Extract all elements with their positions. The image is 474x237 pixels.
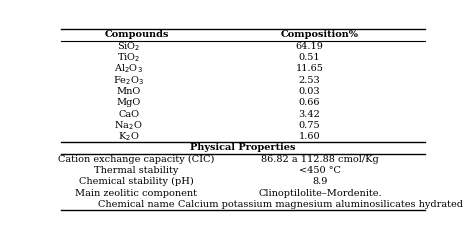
- Text: Al$_2$O$_3$: Al$_2$O$_3$: [114, 63, 143, 75]
- Text: Calcium potassium magnesium aluminosilicates hydrated: Calcium potassium magnesium aluminosilic…: [178, 200, 463, 209]
- Text: K$_2$O: K$_2$O: [118, 130, 139, 143]
- Text: 3.42: 3.42: [299, 109, 320, 118]
- Text: Cation exchange capacity (CIC): Cation exchange capacity (CIC): [58, 155, 215, 164]
- Text: Clinoptilolite–Mordenite.: Clinoptilolite–Mordenite.: [258, 189, 382, 198]
- Text: 0.03: 0.03: [299, 87, 320, 96]
- Text: Thermal stability: Thermal stability: [94, 166, 179, 175]
- Text: SiO$_2$: SiO$_2$: [117, 40, 140, 53]
- Text: Chemical stability (pH): Chemical stability (pH): [79, 177, 194, 186]
- Text: Fe$_2$O$_3$: Fe$_2$O$_3$: [113, 74, 144, 87]
- Text: Composition%: Composition%: [281, 31, 359, 40]
- Text: 1.60: 1.60: [299, 132, 320, 141]
- Text: 86.82 a 112.88 cmol/Kg: 86.82 a 112.88 cmol/Kg: [261, 155, 379, 164]
- Text: 0.75: 0.75: [299, 121, 320, 130]
- Text: Na$_2$O: Na$_2$O: [114, 119, 143, 132]
- Text: <450 °C: <450 °C: [299, 166, 341, 175]
- Text: 8.9: 8.9: [312, 177, 328, 186]
- Text: 2.53: 2.53: [299, 76, 320, 85]
- Text: Main zeolitic component: Main zeolitic component: [75, 189, 197, 198]
- Text: Physical Properties: Physical Properties: [190, 143, 296, 152]
- Text: MgO: MgO: [117, 98, 141, 107]
- Text: 11.65: 11.65: [295, 64, 323, 73]
- Text: 0.51: 0.51: [299, 53, 320, 62]
- Text: MnO: MnO: [117, 87, 141, 96]
- Text: CaO: CaO: [118, 109, 139, 118]
- Text: 64.19: 64.19: [295, 42, 323, 51]
- Text: Compounds: Compounds: [104, 31, 169, 40]
- Text: TiO$_2$: TiO$_2$: [117, 51, 140, 64]
- Text: Chemical name: Chemical name: [98, 200, 174, 209]
- Text: 0.66: 0.66: [299, 98, 320, 107]
